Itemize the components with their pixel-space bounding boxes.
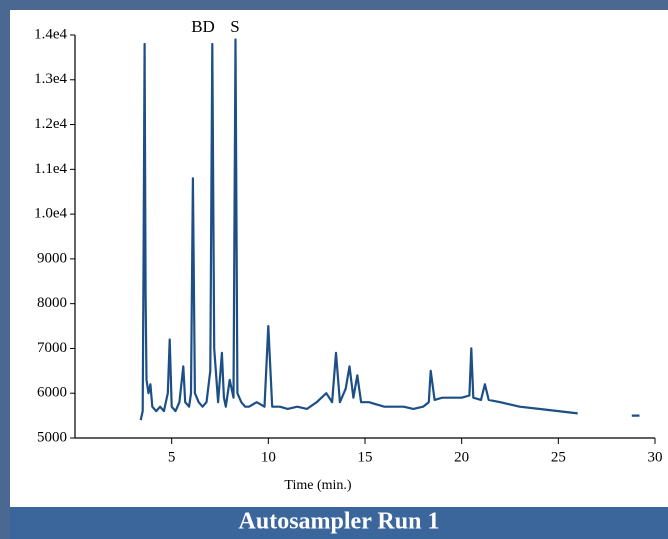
y-tick-label: 6000 — [37, 385, 67, 401]
y-tick-label: 1.2e4 — [34, 116, 67, 132]
y-tick-label: 9000 — [37, 250, 67, 266]
y-tick-label: 7000 — [37, 340, 67, 356]
x-tick-label: 20 — [454, 449, 469, 465]
annotation: S — [230, 17, 239, 36]
x-tick-label: 10 — [261, 449, 276, 465]
annotation: BD — [191, 17, 215, 36]
y-tick-label: 1.4e4 — [34, 26, 67, 42]
chart-title: Autosampler Run 1 — [239, 509, 440, 535]
chart-panel — [10, 10, 668, 507]
chromatogram-trace — [139, 38, 640, 421]
x-axis-label: Time (min.) — [284, 478, 351, 493]
x-tick-label: 30 — [648, 449, 663, 465]
title-banner — [10, 507, 668, 539]
y-tick-label: 1.0e4 — [34, 206, 67, 222]
x-tick-label: 15 — [358, 449, 373, 465]
x-tick-label: 25 — [551, 449, 566, 465]
y-tick-label: 1.3e4 — [34, 71, 67, 87]
y-tick-label: 8000 — [37, 295, 67, 311]
y-tick-label: 5000 — [37, 429, 67, 445]
x-tick-label: 5 — [168, 449, 176, 465]
y-tick-label: 1.1e4 — [34, 161, 67, 177]
